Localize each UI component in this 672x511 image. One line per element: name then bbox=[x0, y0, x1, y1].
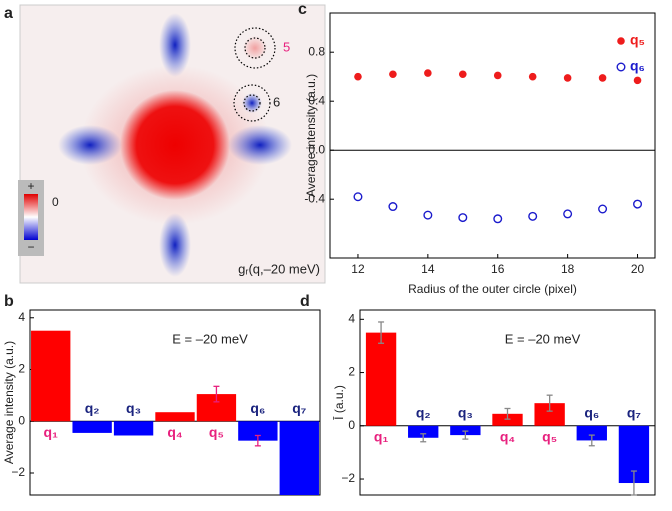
y-axis-label: Average intensity (a.u.) bbox=[2, 341, 16, 464]
legend-label: q₆ bbox=[630, 58, 645, 74]
y-tick-label: −2 bbox=[341, 471, 355, 485]
y-tick-label: 4 bbox=[18, 310, 25, 324]
marker bbox=[389, 70, 397, 79]
y-tick-label: 0 bbox=[348, 418, 355, 432]
circles bbox=[233, 27, 276, 122]
marker bbox=[598, 74, 607, 82]
bar bbox=[576, 425, 607, 441]
category-label: q₂ bbox=[85, 400, 100, 416]
category-label: q₁ bbox=[44, 424, 59, 440]
bar bbox=[534, 403, 565, 426]
marker bbox=[563, 209, 573, 219]
marker bbox=[528, 72, 537, 81]
panel-label: a bbox=[4, 5, 13, 22]
y-tick-label: -0.4 bbox=[304, 191, 325, 205]
category-label: q₃ bbox=[458, 404, 473, 420]
y-tick-label: 2 bbox=[18, 362, 25, 376]
y-tick-label: 0.0 bbox=[308, 142, 325, 156]
map-blob bbox=[58, 125, 122, 165]
panel-label: d bbox=[300, 293, 310, 310]
y-tick-label: 0.4 bbox=[308, 93, 325, 107]
colorbar-label: 0 bbox=[52, 195, 59, 209]
marker bbox=[528, 211, 538, 221]
category-label: q₄ bbox=[167, 424, 182, 440]
map-blob bbox=[243, 36, 267, 60]
y-tick-label: 4 bbox=[348, 311, 355, 325]
marker bbox=[493, 71, 502, 80]
category-label: q₅ bbox=[542, 428, 557, 444]
legend-marker bbox=[617, 37, 625, 45]
category-label: q₁ bbox=[374, 428, 389, 444]
y-tick-label: −2 bbox=[11, 465, 25, 479]
marker bbox=[458, 213, 468, 223]
marker bbox=[633, 76, 642, 85]
bar bbox=[72, 421, 112, 433]
marker bbox=[424, 69, 432, 77]
y-tick-label: 2 bbox=[348, 365, 355, 379]
axes-frame bbox=[359, 309, 656, 496]
marker bbox=[388, 202, 398, 212]
marker bbox=[598, 204, 608, 214]
bar bbox=[155, 412, 195, 422]
bar bbox=[238, 421, 278, 441]
panel-label: c bbox=[298, 1, 307, 18]
panel-label: b bbox=[4, 293, 14, 310]
category-label: q₆ bbox=[584, 404, 599, 420]
map-center bbox=[120, 90, 230, 200]
x-tick-label: 16 bbox=[491, 262, 505, 276]
axes-frame bbox=[29, 309, 321, 496]
y-axis-label: Ī (a.u.) bbox=[332, 385, 346, 420]
bar bbox=[113, 421, 154, 436]
marker bbox=[563, 74, 572, 82]
category-label: q₂ bbox=[416, 404, 431, 420]
colorbar-label: − bbox=[27, 240, 34, 254]
x-axis-label: Radius of the outer circle (pixel) bbox=[408, 282, 577, 296]
marker bbox=[353, 192, 363, 202]
bar bbox=[408, 425, 439, 438]
category-label: q₇ bbox=[627, 404, 641, 420]
axes-frame bbox=[329, 12, 656, 259]
image-panel: 5 6 + 0 − gᵣ(q,–20 meV) bbox=[18, 4, 326, 284]
marker bbox=[633, 199, 643, 209]
legend-label: q₅ bbox=[630, 32, 645, 48]
map-blob bbox=[159, 213, 191, 277]
x-tick-label: 20 bbox=[631, 262, 645, 276]
category-label: q₆ bbox=[250, 400, 265, 416]
bar bbox=[279, 421, 319, 495]
y-axis-label: Average intensity (a.u.) bbox=[304, 74, 318, 197]
map-blob bbox=[228, 125, 292, 165]
category-label: q₇ bbox=[292, 400, 306, 416]
marker bbox=[458, 70, 467, 79]
category-label: q₅ bbox=[209, 424, 224, 440]
marker bbox=[423, 210, 433, 220]
x-tick-label: 18 bbox=[561, 262, 575, 276]
map-blob bbox=[242, 93, 262, 113]
category-label: q₃ bbox=[126, 400, 141, 416]
bar bbox=[365, 332, 397, 426]
x-tick-label: 12 bbox=[351, 262, 365, 276]
legend-marker bbox=[616, 62, 626, 72]
marker bbox=[493, 214, 503, 224]
colorbar bbox=[24, 194, 38, 240]
marker bbox=[354, 72, 362, 81]
bar bbox=[450, 425, 481, 436]
map-blob bbox=[159, 13, 191, 77]
x-tick-label: 14 bbox=[421, 262, 435, 276]
annotation: 5 bbox=[283, 39, 290, 54]
bar bbox=[492, 413, 523, 426]
category-label: q₄ bbox=[500, 428, 515, 444]
colorbar-label: + bbox=[27, 179, 34, 193]
annotation: E = –20 meV bbox=[172, 331, 248, 346]
caption: gᵣ(q,–20 meV) bbox=[238, 261, 320, 276]
y-tick-label: 0.8 bbox=[308, 44, 325, 58]
bar bbox=[31, 330, 71, 422]
y-tick-label: 0 bbox=[18, 413, 25, 427]
annotation: 6 bbox=[273, 94, 280, 109]
annotation: E = –20 meV bbox=[505, 331, 581, 346]
